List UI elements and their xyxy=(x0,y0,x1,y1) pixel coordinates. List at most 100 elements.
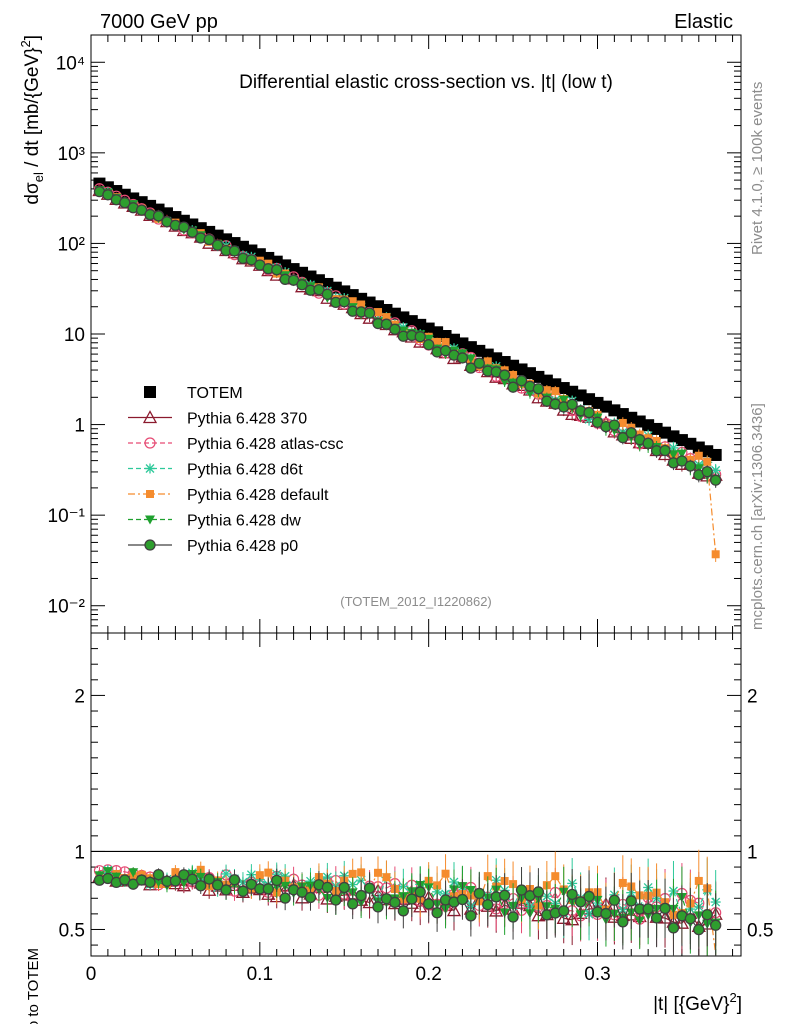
data-point xyxy=(441,338,450,347)
ratio-point xyxy=(406,893,418,905)
legend-marker xyxy=(144,539,156,551)
data-point xyxy=(507,381,519,393)
data-point xyxy=(710,474,722,486)
mcplots-label: mcplots.cern.ch [arXiv:1306.3436] xyxy=(749,403,766,630)
legend-label: Pythia 6.428 atlas-csc xyxy=(187,436,344,453)
ratio-point xyxy=(363,882,376,894)
data-point xyxy=(617,432,629,444)
ratio-point xyxy=(237,885,249,897)
legend-label: Pythia 6.428 default xyxy=(187,487,329,504)
ratio-point xyxy=(642,903,654,915)
ratio-point xyxy=(255,871,264,880)
x-tick-label: 0.3 xyxy=(584,964,610,985)
ratio-point xyxy=(694,876,703,885)
ratio-point xyxy=(507,911,519,923)
rivet-label: Rivet 4.1.0, ≥ 100k events xyxy=(749,82,766,255)
ratio-point xyxy=(482,899,494,911)
legend-item: Pythia 6.428 dw xyxy=(128,513,301,530)
data-point xyxy=(676,449,687,459)
data-point xyxy=(515,374,528,387)
ratio-point xyxy=(558,905,570,917)
data-point xyxy=(102,189,114,201)
x-tick-label: 0.1 xyxy=(247,964,273,985)
main-ylabel: dσel / dt [mb/{GeV}2] xyxy=(18,35,46,205)
ratio-point xyxy=(465,910,477,922)
data-point xyxy=(262,251,275,264)
ratio-point xyxy=(169,875,182,887)
ratio-point xyxy=(498,889,511,902)
legend-item: Pythia 6.428 default xyxy=(128,487,329,504)
ratio-point xyxy=(566,888,578,901)
ratio-point xyxy=(374,868,383,877)
ratio-point xyxy=(195,872,206,882)
data-point xyxy=(709,448,722,461)
data-point xyxy=(152,210,165,222)
ratio-point xyxy=(304,891,317,904)
ratio-point xyxy=(102,867,113,877)
data-group xyxy=(92,177,723,956)
data-point xyxy=(363,307,376,319)
data-point xyxy=(119,197,131,209)
ratio-point xyxy=(228,874,241,886)
data-point xyxy=(296,279,308,291)
ratio-panel-frame xyxy=(90,632,742,957)
ratio-point xyxy=(701,908,713,921)
ratio-point xyxy=(262,883,274,895)
ratio-tick-label: 2 xyxy=(74,686,85,707)
ratio-point xyxy=(667,922,680,934)
ratio-point xyxy=(245,878,258,890)
ratio-point xyxy=(710,919,722,931)
data-point xyxy=(433,337,442,346)
data-point xyxy=(652,436,661,445)
data-point xyxy=(703,457,712,466)
legend-label: Pythia 6.428 d6t xyxy=(187,462,303,479)
ratio-point xyxy=(153,878,164,888)
ratio-point xyxy=(362,895,377,909)
ratio-point xyxy=(348,869,357,878)
series-5 xyxy=(94,186,721,956)
xlabel: |t| [{GeV}2] xyxy=(653,990,742,1015)
legend-marker xyxy=(146,490,154,498)
ratio-point xyxy=(473,887,485,900)
y-tick-label: 10⁻¹ xyxy=(48,506,86,527)
data-point xyxy=(558,395,569,405)
ratio-tick-label: 0.5 xyxy=(59,920,85,941)
ratio-point xyxy=(414,886,426,898)
y-tick-label: 10⁴ xyxy=(56,53,85,74)
data-point xyxy=(423,339,435,351)
ratio-point xyxy=(338,881,350,894)
legend-item: Pythia 6.428 d6t xyxy=(128,462,303,479)
data-point xyxy=(701,466,713,478)
legend-marker xyxy=(142,410,158,424)
legend-marker xyxy=(144,386,156,398)
ratio-point xyxy=(279,892,291,904)
data-point xyxy=(608,419,621,431)
ratio-point xyxy=(465,886,476,896)
data-point xyxy=(551,387,560,396)
data-point xyxy=(338,296,350,308)
ratio-line xyxy=(99,870,716,925)
data-point xyxy=(483,357,492,366)
star-stroke xyxy=(711,465,721,475)
ratio-point xyxy=(372,901,384,913)
data-point xyxy=(659,444,671,457)
ratio-point xyxy=(600,907,612,920)
legend-label: Pythia 6.428 p0 xyxy=(187,538,298,555)
data-point xyxy=(509,370,518,379)
ratio-point xyxy=(178,878,189,888)
ratio-point xyxy=(382,873,391,882)
ratio-point xyxy=(144,876,156,889)
ratio-point xyxy=(296,886,308,898)
ratio-point xyxy=(128,868,139,878)
data-point xyxy=(694,451,703,460)
ratio-point xyxy=(618,878,627,887)
legend-marker xyxy=(145,463,155,474)
data-point xyxy=(684,460,697,472)
series-4 xyxy=(95,187,720,955)
data-point xyxy=(287,274,300,286)
ratio-point xyxy=(195,880,207,892)
ratio-point xyxy=(152,868,165,881)
ratio-point xyxy=(423,898,435,910)
ratio-point xyxy=(330,894,342,906)
